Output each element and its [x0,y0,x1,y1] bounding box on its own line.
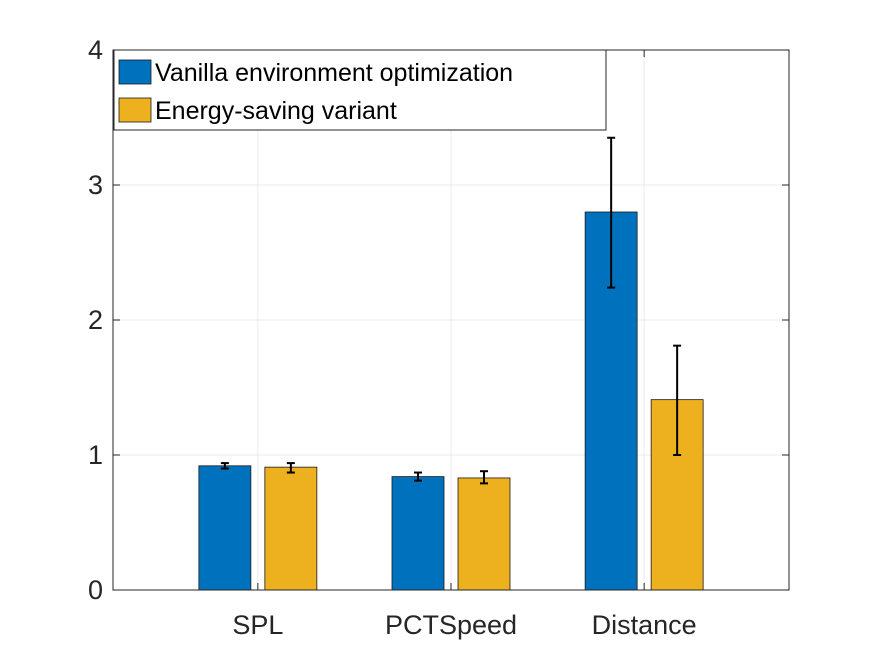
error-bar-vanilla-pctspeed [414,471,422,482]
x-tick-label-distance: Distance [592,610,697,640]
y-tick-label: 1 [88,440,103,470]
error-bar-vanilla-distance [607,136,616,289]
bars [198,211,704,591]
y-tick-label: 4 [88,35,103,65]
error-bar-vanilla-spl [220,462,229,470]
error-bar-energy-saving-pctspeed [480,470,488,485]
legend-swatch-energy-saving [118,97,152,123]
bar-energy-saving-spl [264,466,318,591]
error-bar-energy-saving-spl [286,462,295,474]
y-axis: 0 1 2 3 4 [88,35,789,605]
x-tick-label-pctspeed: PCTSpeed [385,610,517,640]
legend-label-energy-saving: Energy-saving variant [155,97,397,125]
y-tick-label: 0 [88,575,103,605]
error-bars [220,136,682,485]
error-bar-energy-saving-distance [673,344,682,456]
legend: Vanilla environment optimization Energy-… [113,49,607,131]
bar-energy-saving-pctspeed [457,477,511,591]
bar-vanilla-pctspeed [391,476,445,591]
legend-label-vanilla: Vanilla environment optimization [155,59,513,87]
y-tick-label: 3 [88,170,103,200]
bar-vanilla-spl [198,465,252,591]
x-axis: SPL PCTSpeed Distance [232,50,697,640]
legend-box [113,49,607,131]
y-tick-label: 2 [88,305,103,335]
grid-lines [113,50,789,590]
legend-swatch-vanilla [118,59,152,85]
x-tick-label-spl: SPL [232,610,283,640]
